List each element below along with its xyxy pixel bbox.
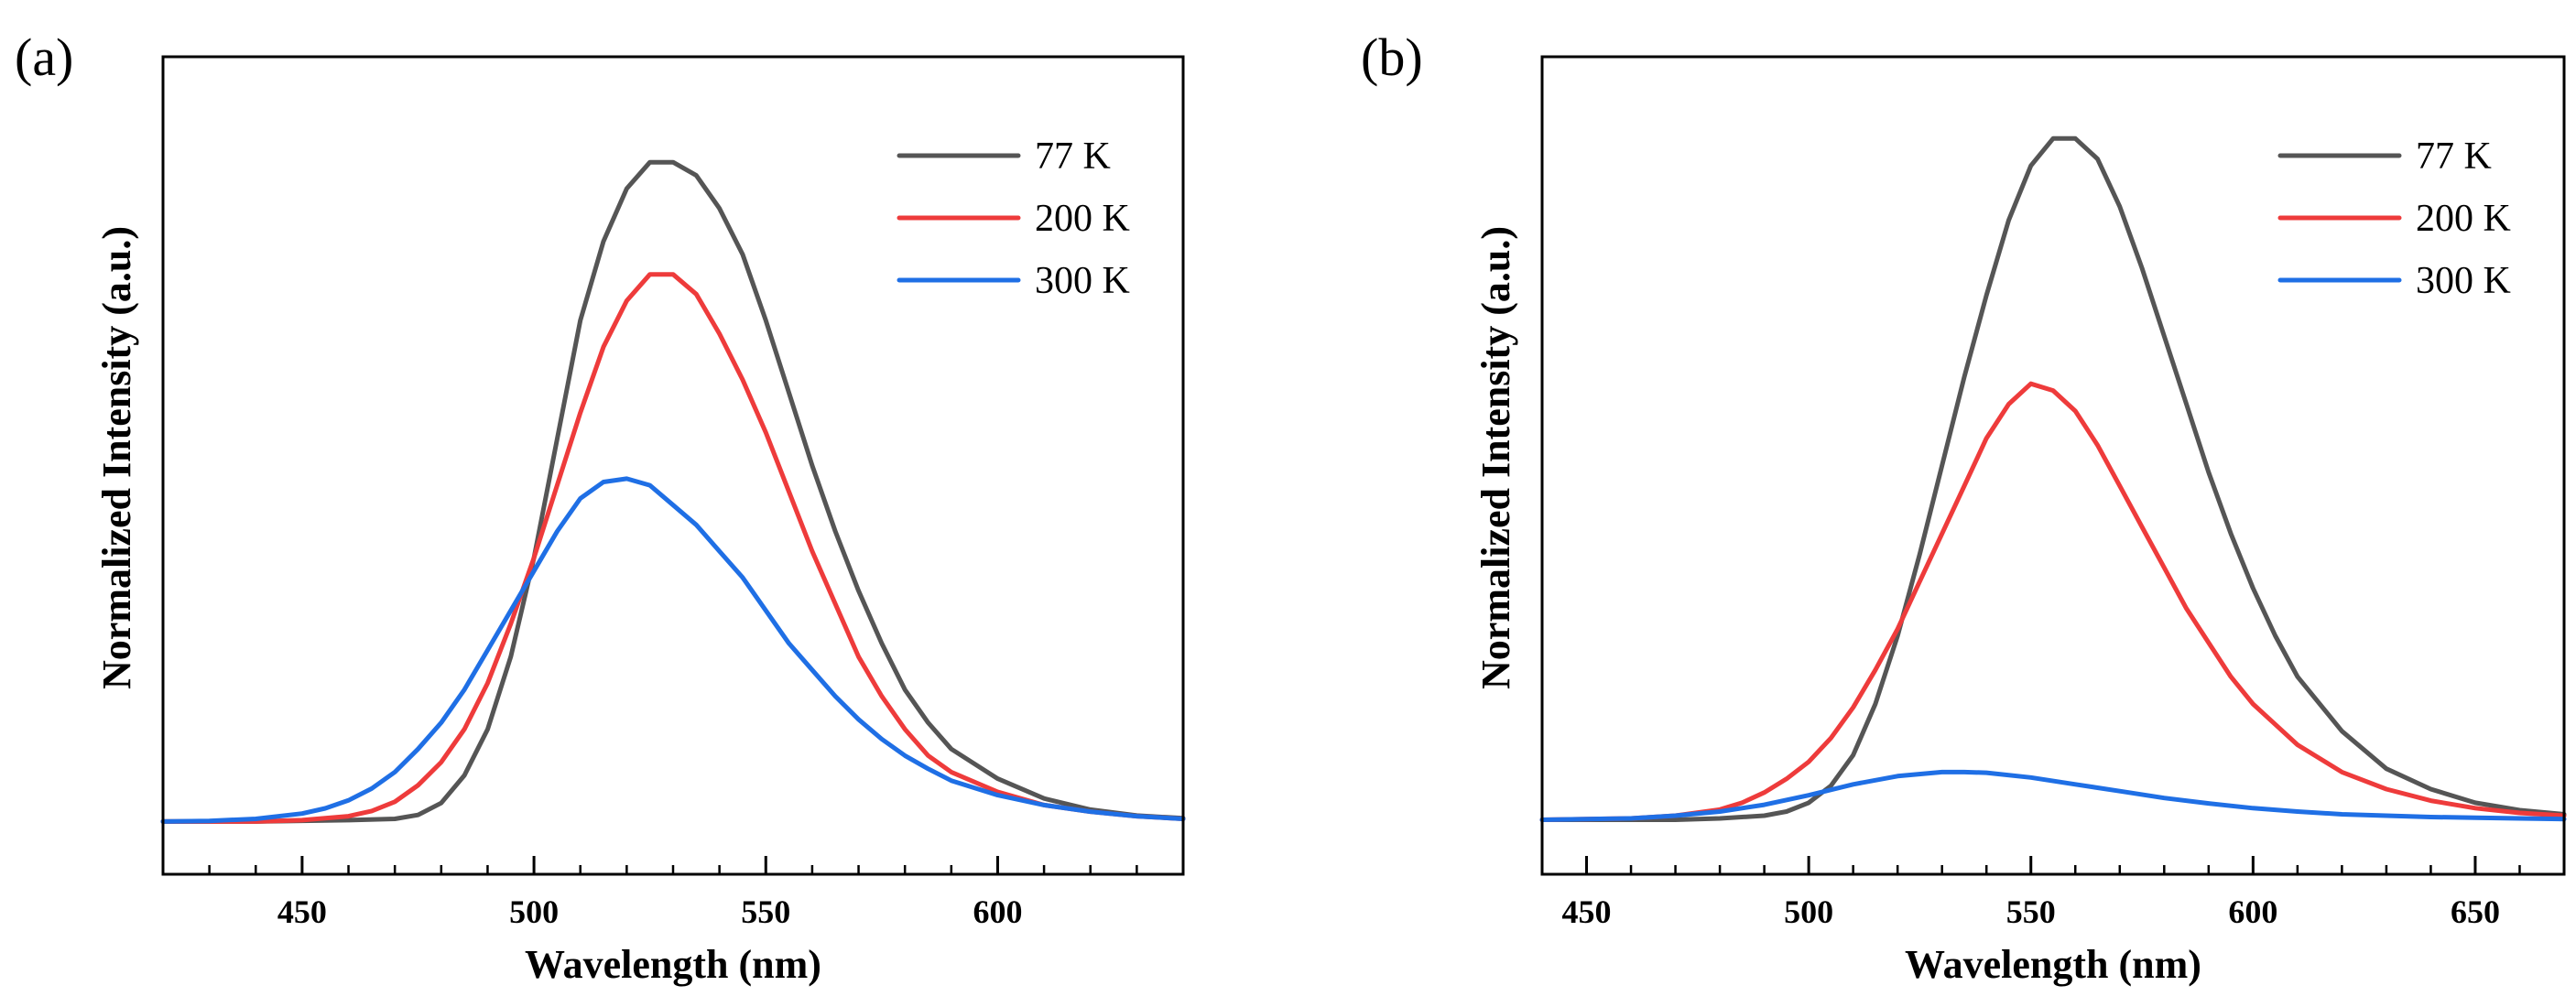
x-tick-label: 500 [509, 893, 559, 930]
y-axis-title: Normalized Intensity (a.u.) [94, 226, 139, 689]
series-line-300k [1539, 769, 2567, 822]
y-axis-title: Normalized Intensity (a.u.) [1473, 226, 1518, 689]
legend-label: 300 K [1035, 260, 1130, 302]
series-line-200k [1539, 381, 2567, 822]
panel-label: (b) [1361, 27, 1423, 87]
legend-label: 200 K [1035, 198, 1130, 240]
plot-frame [161, 55, 1185, 876]
series-line-77k [1539, 135, 2567, 822]
chart-panel-a: 450 500 550 600 Wavelength (nm) Normalized In… [15, 27, 1186, 987]
legend-label: 200 K [2416, 198, 2511, 240]
x-tick-label: 550 [2006, 893, 2056, 930]
legend-label: 77 K [2416, 135, 2492, 178]
series-line-77k [160, 159, 1186, 824]
plot-frame [1540, 55, 2566, 876]
series-line-200k [160, 272, 1186, 824]
panel-label: (a) [15, 27, 73, 87]
x-tick-label: 600 [973, 893, 1022, 930]
series-line-300k [160, 476, 1186, 824]
x-tick-label: 650 [2451, 893, 2500, 930]
x-axis-title: Wavelength (nm) [1905, 942, 2201, 987]
legend-label: 77 K [1035, 135, 1111, 178]
chart-panel-b: 450 500 550 600 650 Wavelength (nm) Normalized… [1361, 27, 2567, 987]
x-tick-label: 600 [2228, 893, 2277, 930]
x-tick-label: 450 [277, 893, 327, 930]
x-tick-label: 450 [1562, 893, 1612, 930]
x-axis-title: Wavelength (nm) [525, 942, 821, 987]
x-tick-label: 550 [741, 893, 790, 930]
x-tick-label: 500 [1784, 893, 1833, 930]
legend-label: 300 K [2416, 260, 2511, 302]
